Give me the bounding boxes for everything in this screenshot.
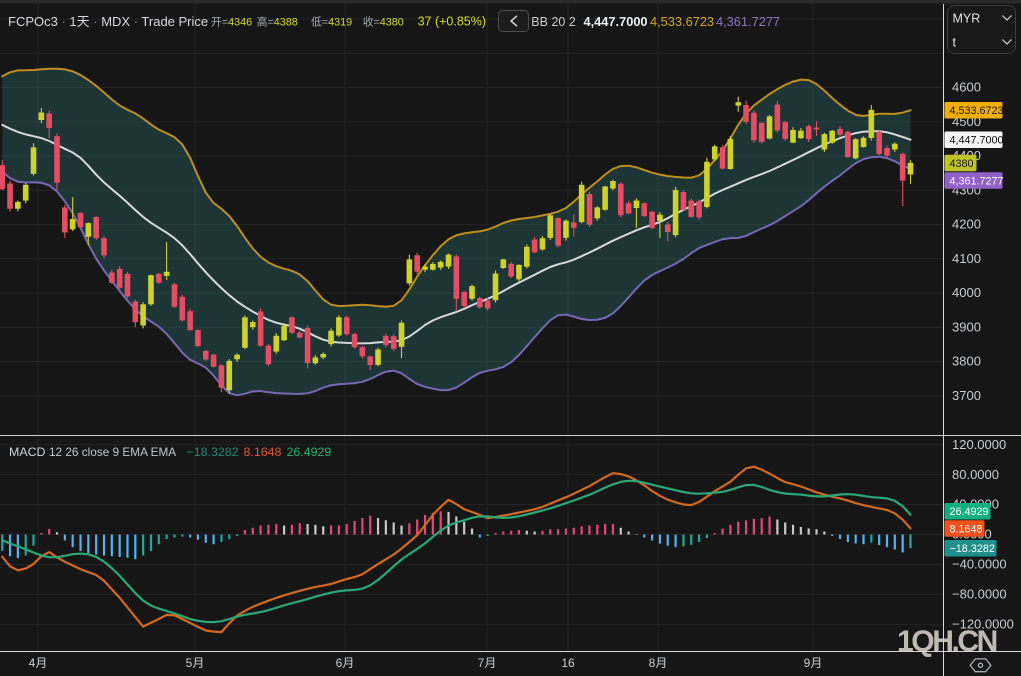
svg-text:4,533.6723: 4,533.6723 [650,14,714,29]
svg-text:4200: 4200 [952,217,981,232]
svg-text:37 (+0.85%): 37 (+0.85%) [418,15,486,29]
svg-text:80.0000: 80.0000 [952,467,999,482]
svg-text:120.0000: 120.0000 [952,437,1006,452]
svg-text:−18.3282: −18.3282 [950,543,995,555]
svg-text:−40.0000: −40.0000 [952,557,1007,572]
svg-text:9月: 9月 [804,656,823,670]
svg-text:4,361.7277: 4,361.7277 [716,14,780,29]
svg-text:7月: 7月 [478,656,497,670]
svg-text:16: 16 [561,656,575,670]
svg-text:26.4929: 26.4929 [950,506,989,518]
svg-text:8月: 8月 [649,656,668,670]
svg-text:4,447.7000: 4,447.7000 [950,135,1004,147]
svg-text:3700: 3700 [952,388,981,403]
svg-text:8.1648: 8.1648 [950,523,983,535]
svg-text:4,361.7277: 4,361.7277 [950,175,1004,187]
svg-text:MACD 12 26 close 9 EMA EMA−18.: MACD 12 26 close 9 EMA EMA −18.3282 8.1648… [9,445,331,459]
svg-text:4100: 4100 [952,251,981,266]
svg-text:4月: 4月 [29,656,48,670]
svg-text:MYR: MYR [953,12,981,26]
svg-text:6月: 6月 [336,656,355,670]
svg-text:4600: 4600 [952,80,981,95]
svg-text:4380: 4380 [950,158,974,170]
svg-text:4000: 4000 [952,285,981,300]
svg-text:FCPOc3 · 1天 · MDX · Trade Pric: FCPOc3 · 1天 · MDX · Trade Price [8,14,208,29]
svg-text:−120.0000: −120.0000 [952,617,1014,632]
svg-text:5月: 5月 [186,656,205,670]
svg-text:−80.0000: −80.0000 [952,587,1007,602]
svg-text:3800: 3800 [952,354,981,369]
svg-text:3900: 3900 [952,319,981,334]
svg-text:t: t [953,36,957,50]
svg-text:4,533.6723: 4,533.6723 [950,105,1004,117]
svg-text:1QH.CN: 1QH.CN [897,625,997,658]
svg-text:4,447.7000: 4,447.7000 [584,14,648,29]
svg-text:BB 20 2: BB 20 2 [531,15,576,29]
